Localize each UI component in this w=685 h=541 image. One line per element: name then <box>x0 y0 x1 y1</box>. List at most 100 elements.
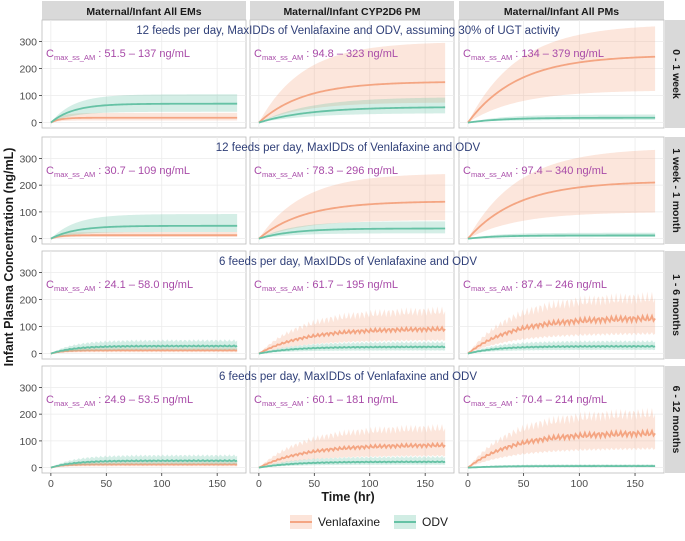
y-tick-label: 0 <box>31 463 37 475</box>
cmax-subscript: max_ss_AM <box>54 399 95 408</box>
row-header-1-6-months: 1 - 6 months <box>670 274 682 336</box>
panel-r0-c0: 0 100 200 300 <box>19 19 247 130</box>
x-tick-label: 150 <box>416 478 434 490</box>
cmax-range: : 24.1 – 58.0 ng/mL <box>95 279 193 291</box>
cmax-label: Cmax_ss_AM : 97.4 – 340 ng/mL <box>463 165 607 179</box>
cmax-subscript: max_ss_AM <box>262 170 303 179</box>
cmax-subscript: max_ss_AM <box>471 170 512 179</box>
panel-background <box>458 19 665 129</box>
cmax-symbol: C <box>463 394 471 406</box>
column-strip-2 <box>459 1 664 20</box>
cmax-symbol: C <box>46 165 54 177</box>
panel-r0-c2 <box>458 19 665 129</box>
row-titles: 12 feeds per day, MaxIDDs of Venlafaxine… <box>136 25 560 383</box>
odv-line <box>467 344 656 355</box>
venlafaxine-line <box>258 81 446 124</box>
row-header-1-week-1-month: 1 week - 1 month <box>670 148 682 233</box>
row-header-6-12-months: 6 - 12 months <box>670 386 682 454</box>
cmax-subscript: max_ss_AM <box>262 399 303 408</box>
column-strip-1 <box>250 1 454 20</box>
y-tick-label: 200 <box>19 409 37 421</box>
cmax-symbol: C <box>463 279 471 291</box>
cmax-symbol: C <box>254 394 262 406</box>
panel-background <box>249 365 455 474</box>
panel-background <box>41 365 247 474</box>
odv-line <box>467 116 656 124</box>
venlafaxine-ribbon <box>258 42 446 123</box>
cmax-subscript: max_ss_AM <box>54 170 95 179</box>
y-tick-label: 200 <box>19 64 37 76</box>
venlafaxine-ribbon <box>467 149 656 239</box>
cmax-symbol: C <box>254 279 262 291</box>
venlafaxine-line <box>467 313 656 355</box>
cmax-symbol: C <box>254 48 262 60</box>
panels: 0 100 200 300 0 100 200 300 0 100 200 300 0 100 200 300… <box>19 1 685 490</box>
venlafaxine-line <box>467 55 656 124</box>
x-tick-label: 100 <box>571 478 589 490</box>
cmax-label: Cmax_ss_AM : 60.1 – 181 ng/mL <box>254 394 398 408</box>
y-tick-label: 100 <box>19 322 37 334</box>
panel-background <box>41 250 247 360</box>
cmax-label: Cmax_ss_AM : 134 – 379 ng/mL <box>463 48 604 62</box>
row-title-3: 6 feeds per day, MaxIDDs of Venlafaxine … <box>219 371 477 383</box>
x-tick-label: 150 <box>208 478 226 490</box>
y-tick-label: 0 <box>31 349 37 361</box>
odv-line <box>258 460 446 469</box>
row-strip-0 <box>665 20 685 128</box>
column-strip-0 <box>42 1 246 20</box>
cmax-symbol: C <box>463 48 471 60</box>
cmax-subscript: max_ss_AM <box>262 284 303 293</box>
cmax-label: Cmax_ss_AM : 78.3 – 296 ng/mL <box>254 165 398 179</box>
panel-r1-c2 <box>458 136 665 245</box>
row-title-2: 6 feeds per day, MaxIDDs of Venlafaxine … <box>219 256 477 268</box>
panel-r2-c2 <box>458 250 665 360</box>
panel-background <box>249 136 455 245</box>
y-tick-label: 100 <box>19 91 37 103</box>
column-header-cyp2d6-pm: Maternal/Infant CYP2D6 PM <box>283 6 420 18</box>
panel-r0-c1 <box>249 19 455 129</box>
venlafaxine-line <box>467 428 656 469</box>
legend: Venlafaxine ODV <box>290 515 448 529</box>
venlafaxine-ribbon <box>258 306 446 354</box>
y-tick-label: 300 <box>19 382 37 394</box>
venlafaxine-ribbon <box>467 26 656 123</box>
cmax-subscript: max_ss_AM <box>54 53 95 62</box>
odv-line <box>50 459 238 469</box>
cmax-symbol: C <box>254 165 262 177</box>
cmax-label: Cmax_ss_AM : 24.9 – 53.5 ng/mL <box>46 394 193 408</box>
x-tick-label: 0 <box>48 478 54 490</box>
row-strip-1 <box>665 137 685 244</box>
cmax-label: Cmax_ss_AM : 94.8 – 323 ng/mL <box>254 48 398 62</box>
cmax-range: : 97.4 – 340 ng/mL <box>512 165 607 177</box>
panel-r2-c0: 0 100 200 300 <box>19 250 247 361</box>
odv-ribbon <box>50 94 238 123</box>
cmax-label: Cmax_ss_AM : 24.1 – 58.0 ng/mL <box>46 279 193 293</box>
column-headers: Maternal/Infant All EMs Maternal/Infant … <box>86 6 619 18</box>
x-tick-label: 0 <box>465 478 471 490</box>
x-tick-label: 150 <box>626 478 644 490</box>
panel-r3-c1: 0 50 100 150 <box>249 365 455 490</box>
odv-line <box>467 465 656 469</box>
cmax-label: Cmax_ss_AM : 30.7 – 109 ng/mL <box>46 165 190 179</box>
panel-r1-c0: 0 100 200 300 <box>19 136 247 246</box>
venlafaxine-line <box>258 441 446 469</box>
cmax-subscript: max_ss_AM <box>54 284 95 293</box>
legend-label-venlafaxine: Venlafaxine <box>318 515 380 529</box>
odv-line <box>258 106 446 124</box>
cmax-range: : 87.4 – 246 ng/mL <box>512 279 607 291</box>
cmax-subscript: max_ss_AM <box>262 53 303 62</box>
venlafaxine-ribbon <box>258 423 446 468</box>
cmax-label: Cmax_ss_AM : 87.4 – 246 ng/mL <box>463 279 607 293</box>
x-tick-label: 100 <box>153 478 171 490</box>
cmax-range: : 30.7 – 109 ng/mL <box>95 165 190 177</box>
row-header-0-1-week: 0 - 1 week <box>670 49 682 99</box>
cmax-subscript: max_ss_AM <box>471 53 512 62</box>
x-tick-label: 50 <box>308 478 320 490</box>
y-tick-label: 300 <box>19 153 37 165</box>
venlafaxine-line <box>258 325 446 355</box>
y-tick-label: 200 <box>19 295 37 307</box>
venlafaxine-line <box>50 463 238 469</box>
venlafaxine-line <box>50 349 238 355</box>
venlafaxine-line <box>467 181 656 240</box>
odv-line <box>467 234 656 240</box>
